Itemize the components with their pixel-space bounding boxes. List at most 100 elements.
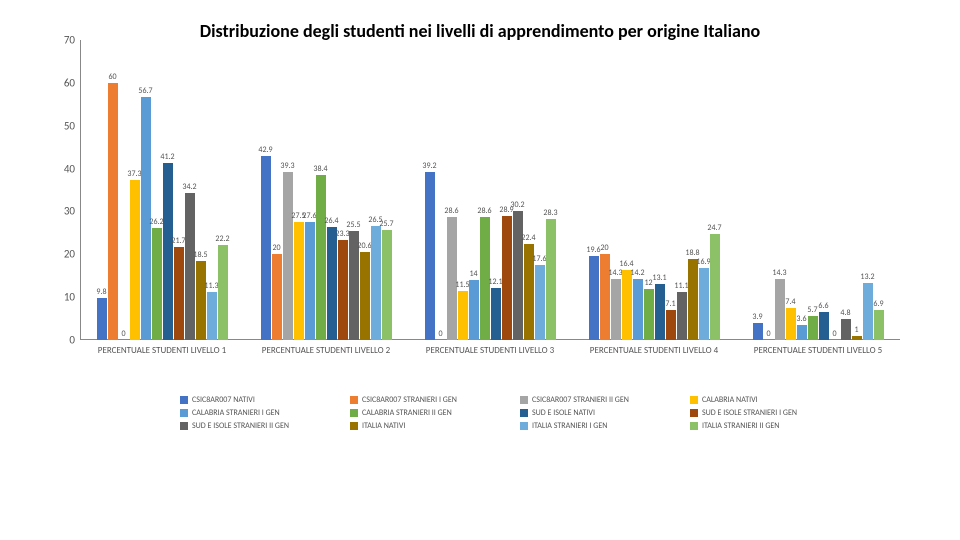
bar-value-label: 22.2 (215, 234, 229, 244)
bar: 22.2 (218, 245, 228, 340)
bar-group: 19.62014.316.414.21213.17.111.118.816.92… (572, 40, 736, 340)
bar: 3.6 (797, 325, 807, 340)
y-tick: 30 (50, 205, 75, 218)
bar-value-label: 7.4 (785, 297, 795, 307)
bar-value-label: 4.8 (840, 308, 850, 318)
bar-value-label: 39.2 (422, 161, 436, 171)
bar-value-label: 39.3 (280, 161, 294, 171)
legend-item: CSIC8AR007 STRANIERI I GEN (350, 395, 520, 405)
bar-group: 42.92039.327.527.638.426.423.325.520.626… (244, 40, 408, 340)
legend-item: SUD E ISOLE STRANIERI II GEN (180, 421, 350, 431)
bar: 12.1 (491, 288, 501, 340)
bar-group: 9.860037.356.726.241.221.734.218.511.322… (80, 40, 244, 340)
bar: 28.9 (502, 216, 512, 340)
bar-group: 39.2028.611.51428.612.128.930.222.417.62… (408, 40, 572, 340)
bar: 17.6 (535, 265, 545, 340)
bar: 11.1 (677, 292, 687, 340)
y-tick: 50 (50, 119, 75, 132)
bar: 14.3 (775, 279, 785, 340)
bar: 14.2 (633, 279, 643, 340)
bar: 41.2 (163, 163, 173, 340)
bar-value-label: 9.8 (96, 287, 106, 297)
bar: 16.9 (699, 268, 709, 340)
bar-value-label: 0 (438, 329, 442, 339)
bar-value-label: 13.1 (652, 273, 666, 283)
bar: 3.9 (753, 323, 763, 340)
y-tick: 10 (50, 291, 75, 304)
bar-value-label: 26.2 (149, 217, 163, 227)
y-tick: 0 (50, 334, 75, 347)
bar: 24.7 (710, 234, 720, 340)
bar-value-label: 11.5 (455, 280, 469, 290)
y-tick: 20 (50, 248, 75, 261)
x-axis-label: PERCENTUALE STUDENTI LIVELLO 4 (572, 345, 736, 356)
bar: 60 (108, 83, 118, 340)
bar: 27.5 (294, 222, 304, 340)
legend-swatch (350, 422, 358, 430)
legend-label: CSIC8AR007 STRANIERI II GEN (532, 395, 629, 405)
x-axis-label: PERCENTUALE STUDENTI LIVELLO 2 (244, 345, 408, 356)
plot-area: 010203040506070 9.860037.356.726.241.221… (80, 40, 900, 340)
legend-item: CALABRIA STRANIERI I GEN (180, 408, 350, 418)
bar-value-label: 42.9 (258, 145, 272, 155)
legend-item: CALABRIA STRANIERI II GEN (350, 408, 520, 418)
bar: 14.3 (611, 279, 621, 340)
bar-value-label: 28.6 (444, 206, 458, 216)
bar-value-label: 27.6 (302, 211, 316, 221)
bar-value-label: 14.3 (608, 268, 622, 278)
bar-value-label: 24.7 (707, 223, 721, 233)
bar: 37.3 (130, 180, 140, 340)
bar: 7.4 (786, 308, 796, 340)
legend-swatch (520, 422, 528, 430)
bar: 20.6 (360, 252, 370, 340)
bar-value-label: 12 (644, 278, 652, 288)
bar-value-label: 11.1 (674, 281, 688, 291)
y-tick: 60 (50, 76, 75, 89)
bar-value-label: 34.2 (182, 182, 196, 192)
bar-value-label: 37.3 (127, 169, 141, 179)
bar-value-label: 7.1 (665, 299, 675, 309)
legend-swatch (350, 409, 358, 417)
bar-value-label: 38.4 (313, 164, 327, 174)
x-axis-label: PERCENTUALE STUDENTI LIVELLO 1 (80, 345, 244, 356)
bar: 5.7 (808, 316, 818, 340)
bar: 39.3 (283, 172, 293, 340)
bar-value-label: 14.2 (630, 268, 644, 278)
bar-value-label: 3.9 (752, 312, 762, 322)
bar-value-label: 20 (272, 243, 280, 253)
bar-value-label: 0 (832, 329, 836, 339)
bar: 4.8 (841, 319, 851, 340)
bar-groups: 9.860037.356.726.241.221.734.218.511.322… (80, 40, 900, 340)
bar-value-label: 28.6 (477, 206, 491, 216)
bar: 42.9 (261, 156, 271, 340)
bar: 26.2 (152, 228, 162, 340)
bar: 30.2 (513, 211, 523, 340)
bar-value-label: 0 (766, 329, 770, 339)
bar: 28.6 (447, 217, 457, 340)
bar-value-label: 12.1 (488, 277, 502, 287)
bar-value-label: 21.7 (171, 236, 185, 246)
legend-item: ITALIA STRANIERI I GEN (520, 421, 690, 431)
bar-group: 3.9014.37.43.65.76.604.8113.26.9 (736, 40, 900, 340)
legend-item: CALABRIA NATIVI (690, 395, 860, 405)
legend-item: ITALIA NATIVI (350, 421, 520, 431)
y-tick: 40 (50, 162, 75, 175)
bar: 12 (644, 289, 654, 340)
bar-value-label: 18.5 (193, 250, 207, 260)
legend-item: CSIC8AR007 NATIVI (180, 395, 350, 405)
legend-item: SUD E ISOLE STRANIERI I GEN (690, 408, 860, 418)
y-tick: 70 (50, 34, 75, 47)
legend-label: CALABRIA NATIVI (702, 395, 758, 405)
legend-swatch (690, 396, 698, 404)
bar-value-label: 23.3 (335, 229, 349, 239)
bar-value-label: 56.7 (138, 86, 152, 96)
legend: CSIC8AR007 NATIVICSIC8AR007 STRANIERI I … (180, 395, 860, 434)
bar: 23.3 (338, 240, 348, 340)
bar-value-label: 17.6 (532, 254, 546, 264)
bar: 9.8 (97, 298, 107, 340)
legend-label: CALABRIA STRANIERI I GEN (192, 408, 280, 418)
bar: 34.2 (185, 193, 195, 340)
bar-value-label: 14 (469, 269, 477, 279)
bar: 39.2 (425, 172, 435, 340)
legend-item: ITALIA STRANIERI II GEN (690, 421, 860, 431)
